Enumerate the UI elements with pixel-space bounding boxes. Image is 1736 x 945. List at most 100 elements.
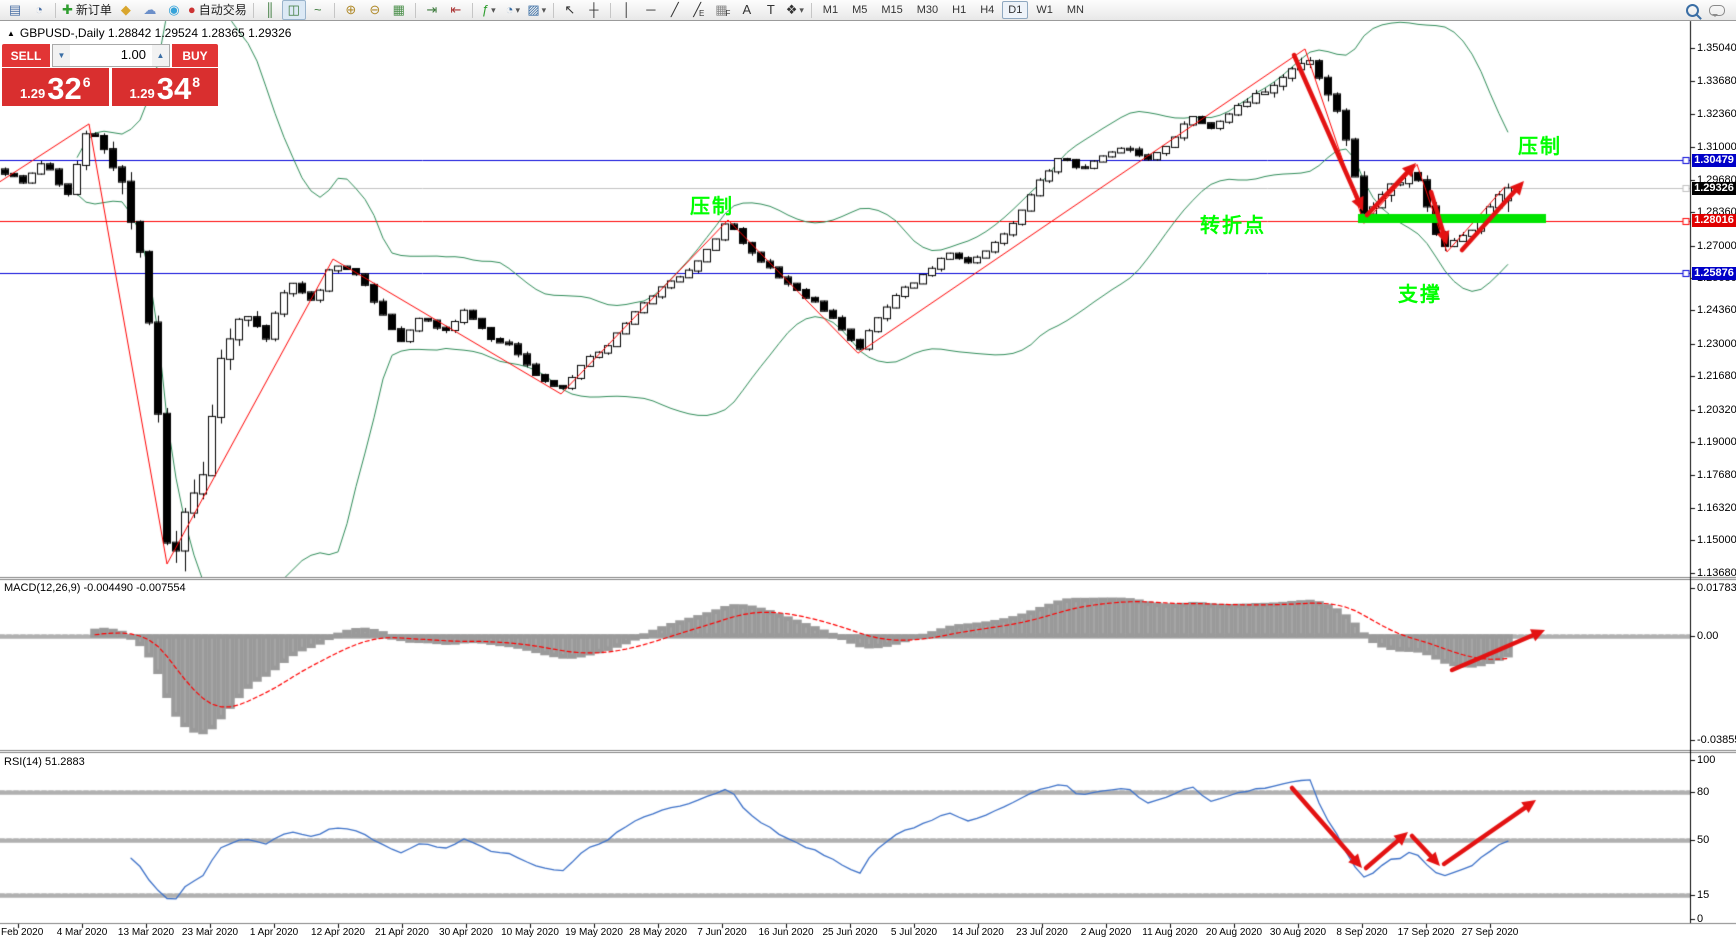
arrows-tool-icon[interactable]: ❖ ▾ [785,2,804,17]
price-axis-tick: 1.16320 [1697,501,1736,514]
bars-mode-icon[interactable]: ║ [265,2,275,17]
data-window-icon[interactable]: ◔ [35,2,43,17]
price-axis-tick: 1.32360 [1697,107,1736,120]
equidistant-channel-icon[interactable]: ╱ E [693,2,705,18]
toolbar-separator [810,2,812,18]
date-axis-label: 14 Jul 2020 [952,927,1004,938]
sell-price-prefix: 1.29 [19,86,46,101]
toolbar-separator [414,2,416,18]
sell-price-pip: 6 [82,74,91,90]
timeframe-M1[interactable]: M1 [822,4,839,16]
annotation-text: 支撑 [1398,284,1442,306]
date-axis-label: 8 Sep 2020 [1336,927,1388,938]
toolbar-separator [333,2,335,18]
toolbar-separator [55,2,56,18]
zoom-out-icon[interactable]: ⊖ [369,2,381,17]
date-axis-label: 2 Aug 2020 [1080,927,1132,938]
cursor-icon[interactable]: ↖ [564,2,576,17]
volume-input[interactable]: 1.00 [120,47,146,62]
sell-price-quote[interactable]: 1.29 32 6 [2,68,109,106]
timeframe-M5[interactable]: M5 [852,4,868,16]
date-axis-label: 13 Mar 2020 [117,927,175,938]
date-axis-label: 7 Jun 2020 [697,927,747,938]
macd-axis-tick: -0.038559 [1697,734,1736,746]
toolbar-separator [552,2,554,18]
rsi-axis-tick: 15 [1697,889,1710,902]
buy-price-pip: 8 [192,74,201,90]
metaeditor-icon[interactable]: ◆ [120,2,131,17]
volume-stepper: ▼ 1.00 ▲ [52,44,170,67]
crosshair-icon[interactable]: ┼ [589,2,599,17]
timeframe-MN[interactable]: MN [1066,4,1084,16]
chart-title: ▲ GBPUSD-,Daily 1.28842 1.29524 1.28365 … [7,26,291,40]
new-order-button[interactable]: ✚ 新订单 [62,2,112,17]
timeframe-W1[interactable]: W1 [1036,4,1053,16]
templates-button[interactable]: ▨ ▾ [527,2,547,17]
macd-indicator-label: MACD(12,26,9) -0.004490 -0.007554 [4,582,186,594]
date-axis-label: 25 Jun 2020 [822,927,878,938]
price-badge-current-price: 1.29326 [1692,181,1736,195]
main-toolbar: ▤ ◔ ✚ 新订单 ◆ ☁ ◉ ● 自动交易 ║ ◫ ~ ⊕ ⊖ ▦ ⇥ ⇤ ƒ ▾ ◔ ▾ ▨ ▾ ↖ ┼ │ ─ ╱ ╱ E ▦ F A T ❖… [0,0,1736,21]
price-axis-tick: 1.27000 [1697,239,1736,252]
timeframe-M15[interactable]: M15 [881,4,903,16]
text-label-icon[interactable]: T [766,2,775,17]
annotation-text: 压制 [690,196,734,218]
price-axis-tick: 1.24360 [1697,304,1736,317]
price-badge-resistance: 1.30479 [1692,153,1736,167]
collapse-icon[interactable]: ▲ [7,28,15,38]
date-axis-label: 12 Apr 2020 [311,927,365,938]
timeframe-H4[interactable]: H4 [980,4,995,16]
signals-icon[interactable]: ◉ [168,2,180,17]
chart-shift-icon[interactable]: ⇤ [450,2,462,17]
date-axis-label: 30 Apr 2020 [439,927,493,938]
rsi-indicator-label: RSI(14) 51.2883 [4,756,85,768]
buy-price-quote[interactable]: 1.29 34 8 [111,68,218,106]
horizontal-line-icon[interactable]: ─ [646,2,656,17]
trendline-icon[interactable]: ╱ [670,2,679,17]
rsi-axis-tick: 100 [1697,754,1716,766]
toolbar-separator [252,2,254,18]
sell-button[interactable]: SELL [2,44,50,67]
market-watch-icon[interactable]: ▤ [8,2,22,17]
date-axis-label: 27 Sep 2020 [1461,927,1519,938]
price-badge-pivot: 1.28016 [1692,214,1736,228]
auto-scroll-icon[interactable]: ⇥ [426,2,438,17]
market-icon[interactable]: ☁ [143,2,157,17]
add-indicator-button[interactable]: ƒ ▾ [481,2,496,17]
timeframe-H1[interactable]: H1 [952,4,967,16]
line-mode-icon[interactable]: ~ [314,2,322,17]
search-icon[interactable] [1686,3,1699,17]
price-axis-tick: 1.33680 [1697,75,1736,88]
algo-trading-button[interactable]: ● 自动交易 [187,2,247,17]
price-badge-support: 1.25876 [1692,266,1736,280]
annotation-text: 压制 [1518,136,1562,158]
macd-axis-tick: 0.017833 [1697,582,1736,594]
annotation-text: 转折点 [1200,215,1266,237]
periods-button[interactable]: ◔ ▾ [505,2,520,17]
date-axis-label: 4 Feb 2020 [0,927,44,938]
text-icon[interactable]: A [742,2,752,17]
date-axis-label: 16 Jun 2020 [758,927,814,938]
price-axis-tick: 1.15000 [1697,534,1736,547]
timeframe-M30[interactable]: M30 [916,4,939,16]
vertical-line-icon[interactable]: │ [622,2,631,17]
price-axis-tick: 1.35040 [1697,42,1736,54]
buy-button[interactable]: BUY [172,44,218,67]
timeframe-D1[interactable]: D1 [1002,1,1029,19]
fibonacci-icon[interactable]: ▦ F [715,2,731,18]
macd-axis-tick: 0.00 [1697,630,1719,642]
tile-windows-icon[interactable]: ▦ [392,2,405,17]
date-axis-label: 1 Apr 2020 [249,927,299,938]
candles-mode-icon[interactable]: ◫ [281,0,306,20]
zoom-in-icon[interactable]: ⊕ [345,2,357,17]
buy-price-big: 34 [156,71,192,106]
volume-down-button[interactable]: ▼ [53,45,70,66]
date-axis-label: 4 Mar 2020 [56,927,108,938]
date-axis-label: 17 Sep 2020 [1397,927,1455,938]
one-click-trade-panel: SELL ▼ 1.00 ▲ BUY 1.29 32 6 1.29 34 8 [2,44,218,106]
price-axis-tick: 1.20320 [1697,403,1736,416]
chat-icon[interactable] [1709,4,1725,17]
volume-up-button[interactable]: ▲ [152,45,169,66]
rsi-axis-tick: 50 [1697,833,1710,846]
